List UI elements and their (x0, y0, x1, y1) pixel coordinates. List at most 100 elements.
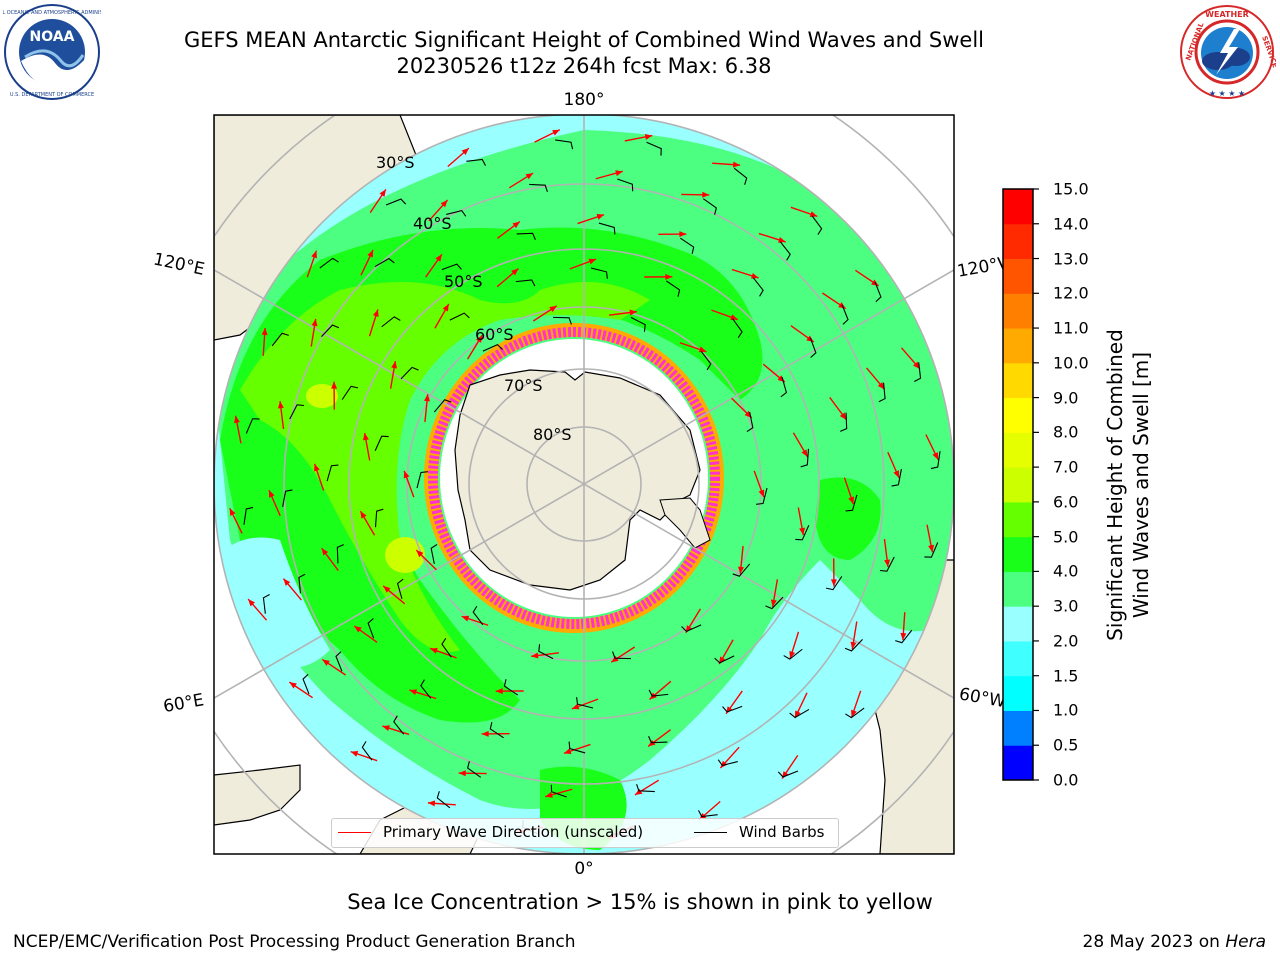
graticule (214, 115, 954, 854)
wind-barb (385, 198, 407, 206)
wave-arrow-head (362, 433, 369, 441)
wave-arrow-head (877, 382, 885, 390)
wave-arrow-head (283, 578, 291, 586)
antarctic-peninsula (659, 497, 711, 549)
wind-barb (538, 644, 554, 660)
wind-barb (568, 741, 586, 754)
wind-barb (717, 759, 738, 767)
wind-barb (245, 418, 260, 434)
wind-barb (441, 263, 462, 271)
wind-barb (617, 178, 634, 192)
wind-barb (646, 141, 662, 156)
colorbar-segment (1003, 467, 1033, 503)
wind-barb (665, 280, 681, 297)
wave-arrow-head (720, 760, 728, 769)
wind-barb (374, 435, 389, 452)
wind-barb (891, 468, 902, 487)
colorbar-frame (1002, 188, 1034, 781)
lon-label-60e: 60°E (162, 690, 206, 717)
colorbar-segment (1003, 710, 1033, 746)
wind-barb (243, 506, 254, 525)
wind-barb (319, 257, 339, 269)
wave-arrow-head (545, 791, 553, 798)
footer-branch: NCEP/EMC/Verification Post Processing Pr… (13, 932, 576, 952)
wave-arrow-head (321, 548, 329, 556)
colorbar-segment (1003, 745, 1033, 781)
wave-arrow-head (758, 489, 765, 498)
wind-barb (648, 689, 669, 697)
wave-arrow-head (322, 659, 330, 666)
wind-barb (924, 542, 939, 558)
wind-barb (433, 399, 452, 413)
wind-barb (466, 158, 487, 166)
wave-arrow-head (233, 415, 240, 424)
wind-barb (879, 556, 895, 572)
wave-arrow-head (229, 508, 236, 516)
colorbar-segment (1003, 189, 1033, 225)
sea-ice-ring-pink (428, 327, 720, 629)
wave-arrow-head (440, 199, 448, 208)
wave-arrow-head (730, 314, 738, 321)
wind-barb (271, 332, 289, 347)
wave-arrow-head (379, 189, 386, 197)
colorbar-tick-label: 8.0 (1053, 422, 1079, 442)
wind-barb (598, 222, 616, 235)
wave-arrow-head (848, 496, 854, 505)
lon-label-120e: 120°E (152, 250, 207, 280)
lat-label-30s: 30°S (376, 153, 415, 172)
wind-barb (680, 237, 695, 255)
nws-logo: WEATHER NATIONAL SERVICE ★ ★ ★ ★ (1180, 5, 1276, 99)
wave-arrow-head (770, 599, 777, 607)
wave-arrow-head (442, 303, 449, 312)
wave-arrow-head (778, 236, 786, 243)
colorbar-segment (1003, 536, 1033, 572)
wind-barb (874, 281, 882, 303)
chart-title: GEFS MEAN Antarctic Significant Height o… (183, 28, 985, 52)
africa-landmass (214, 764, 301, 826)
wave-arrow-head (360, 511, 367, 519)
wave-arrow-head (409, 689, 417, 696)
colorbar-segment (1003, 328, 1033, 364)
colorbar-segment (1003, 501, 1033, 538)
wave-arrow-head (391, 361, 398, 369)
wind-barb (840, 412, 848, 432)
wave-arrow-head (475, 335, 483, 343)
legend-wave-label: Primary Wave Direction (unscaled) (383, 823, 644, 841)
colorbar-tick-label: 3.0 (1053, 596, 1079, 616)
colorbar-tick-label: 5.0 (1053, 527, 1079, 547)
wave-arrow-head (331, 381, 338, 389)
wind-barb (341, 385, 359, 400)
wind-barb (930, 451, 941, 470)
lat-label-50s: 50°S (444, 272, 483, 291)
noaa-logo-text: NOAA (30, 29, 75, 45)
wind-barb (472, 605, 484, 626)
map-legend: Primary Wave Direction (unscaled) Wind B… (331, 818, 839, 848)
colorbar-tick-label: 10.0 (1053, 353, 1089, 373)
legend-wave-direction: Primary Wave Direction (unscaled) (338, 823, 643, 841)
wave-arrow-head (851, 709, 857, 718)
wave-arrow-head (427, 800, 436, 807)
wave-arrow-head (350, 751, 359, 757)
wind-barb (482, 343, 503, 352)
wave-arrow-head (830, 579, 837, 587)
wave-arrow-head (461, 615, 470, 622)
wind-barb (825, 576, 843, 591)
wave-arrow-head (367, 249, 374, 258)
colorbar-segment (1003, 606, 1033, 642)
colorbar-segment (1003, 258, 1033, 294)
wave-arrow-head (372, 309, 379, 317)
wave-arrow-head (525, 173, 534, 180)
lat-label-40s: 40°S (413, 214, 452, 233)
legend-barb-swatch (694, 831, 727, 833)
wave-arrow-head (665, 273, 673, 280)
wind-barb (845, 707, 865, 719)
wind-barb (777, 770, 799, 778)
wave-arrow-head (913, 361, 920, 369)
colorbar-tick-label: 11.0 (1053, 318, 1089, 338)
wave-patch-6to7-a (306, 384, 338, 408)
wave-arrow-head (563, 748, 572, 754)
wave-arrow-head (596, 214, 605, 220)
wind-barb (289, 404, 305, 420)
wind-barb (393, 715, 405, 735)
wave-arrow-head (458, 770, 466, 777)
